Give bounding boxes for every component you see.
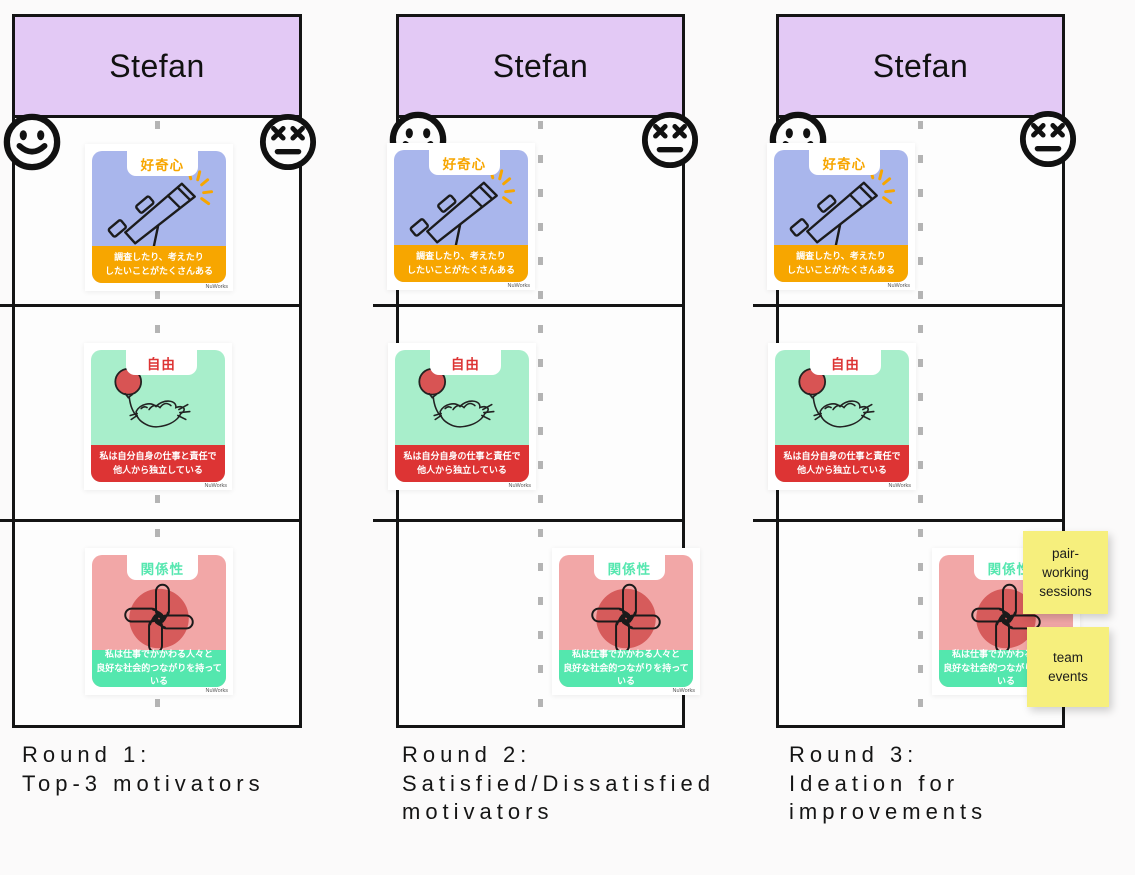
card-title: 関係性 (607, 561, 652, 577)
card-body: 自由 私は自分自身の仕事と責任で 他人から独立している (91, 350, 225, 482)
bird-balloon-illustration (418, 367, 495, 428)
card-title-tab: 関係性 (593, 555, 665, 580)
dead-face-icon[interactable] (259, 113, 317, 171)
round-1-label[interactable]: Round 1: Top-3 motivators (22, 742, 265, 796)
hands-illustration (591, 583, 661, 654)
bird-balloon-illustration (798, 367, 875, 428)
card-watermark: NuWorks (507, 283, 530, 289)
card-body: 自由 私は自分自身の仕事と責任で 他人から独立している (395, 350, 529, 482)
motivator-card-curiosity[interactable]: 好奇心 調査したり、考えたり したいことがたくさんある NuWorks (85, 144, 233, 291)
row-divider (373, 304, 683, 307)
card-description: 私は自分自身の仕事と責任で 他人から独立している (395, 445, 529, 482)
sticky-note-team-events[interactable]: team events (1027, 627, 1109, 707)
telescope-illustration (409, 168, 516, 260)
row-divider (753, 519, 1063, 522)
round-3-label[interactable]: Round 3: Ideation for improvements (789, 742, 988, 824)
satisfied-dissatisfied-divider (918, 121, 923, 723)
card-watermark: NuWorks (888, 483, 911, 489)
card-title: 自由 (146, 356, 176, 372)
panel-title-shape[interactable]: Stefan (15, 17, 299, 118)
panel-title: Stefan (872, 47, 969, 84)
motivator-card-curiosity[interactable]: 好奇心 調査したり、考えたり したいことがたくさんある NuWorks (387, 143, 535, 290)
card-body: 関係性 私は仕事でかかわる人々と 良好な社会的つながりを持っている (92, 555, 226, 687)
card-description: 私は仕事でかかわる人々と 良好な社会的つながりを持っている (559, 649, 693, 687)
row-divider (373, 519, 683, 522)
panel-title-shape[interactable]: Stefan (779, 17, 1062, 118)
smiley-face-icon[interactable] (3, 113, 61, 171)
card-title-tab: 自由 (125, 350, 197, 375)
card-title: 好奇心 (442, 156, 487, 172)
dead-face-icon[interactable] (1019, 110, 1077, 168)
card-description: 私は自分自身の仕事と責任で 他人から独立している (775, 445, 909, 482)
card-description: 調査したり、考えたり したいことがたくさんある (774, 245, 908, 282)
card-description: 私は仕事でかかわる人々と 良好な社会的つながりを持っている (92, 649, 226, 687)
hands-illustration (124, 583, 194, 654)
card-body: 自由 私は自分自身の仕事と責任で 他人から独立している (775, 350, 909, 482)
card-body: 関係性 私は仕事でかかわる人々と 良好な社会的つながりを持っている (559, 555, 693, 687)
card-title: 自由 (830, 356, 860, 372)
card-title-tab: 好奇心 (428, 150, 500, 175)
card-title: 好奇心 (822, 156, 867, 172)
panel-title: Stefan (109, 47, 205, 84)
motivator-card-freedom[interactable]: 自由 私は自分自身の仕事と責任で 他人から独立している NuWorks (768, 343, 916, 490)
motivator-card-freedom[interactable]: 自由 私は自分自身の仕事と責任で 他人から独立している NuWorks (84, 343, 232, 490)
card-title: 自由 (450, 356, 480, 372)
card-title-tab: 関係性 (126, 555, 198, 580)
card-title: 関係性 (140, 561, 185, 577)
motivator-card-curiosity[interactable]: 好奇心 調査したり、考えたり したいことがたくさんある NuWorks (767, 143, 915, 290)
card-watermark: NuWorks (672, 688, 695, 694)
panel-title: Stefan (492, 47, 589, 84)
card-watermark: NuWorks (204, 483, 227, 489)
sticky-note-pair-working-sessions[interactable]: pair- working sessions (1023, 531, 1108, 614)
hands-illustration (971, 583, 1041, 654)
card-title-tab: 自由 (429, 350, 501, 375)
card-description: 私は自分自身の仕事と責任で 他人から独立している (91, 445, 225, 482)
motivator-card-relatedness[interactable]: 関係性 私は仕事でかかわる人々と 良好な社会的つながりを持っている NuWork… (552, 548, 700, 695)
row-divider (0, 519, 300, 522)
card-description: 調査したり、考えたり したいことがたくさんある (394, 245, 528, 282)
panel-title-shape[interactable]: Stefan (399, 17, 682, 118)
motivator-card-freedom[interactable]: 自由 私は自分自身の仕事と責任で 他人から独立している NuWorks (388, 343, 536, 490)
card-watermark: NuWorks (887, 283, 910, 289)
card-title-tab: 好奇心 (808, 150, 880, 175)
satisfied-dissatisfied-divider (538, 121, 543, 723)
card-title-tab: 好奇心 (126, 151, 198, 176)
card-body: 好奇心 調査したり、考えたり したいことがたくさんある (92, 151, 226, 283)
motivator-card-relatedness[interactable]: 関係性 私は仕事でかかわる人々と 良好な社会的つながりを持っている NuWork… (85, 548, 233, 695)
row-divider (0, 304, 300, 307)
card-title-tab: 自由 (809, 350, 881, 375)
round-2-label[interactable]: Round 2: Satisfied/Dissatisfied motivato… (402, 742, 715, 824)
row-divider (753, 304, 1063, 307)
card-watermark: NuWorks (508, 483, 531, 489)
card-title: 関係性 (987, 561, 1032, 577)
card-title: 好奇心 (140, 157, 185, 173)
dead-face-icon[interactable] (641, 111, 699, 169)
card-body: 好奇心 調査したり、考えたり したいことがたくさんある (394, 150, 528, 282)
card-watermark: NuWorks (205, 688, 228, 694)
card-body: 好奇心 調査したり、考えたり したいことがたくさんある (774, 150, 908, 282)
card-watermark: NuWorks (205, 284, 228, 290)
card-description: 調査したり、考えたり したいことがたくさんある (92, 246, 226, 283)
